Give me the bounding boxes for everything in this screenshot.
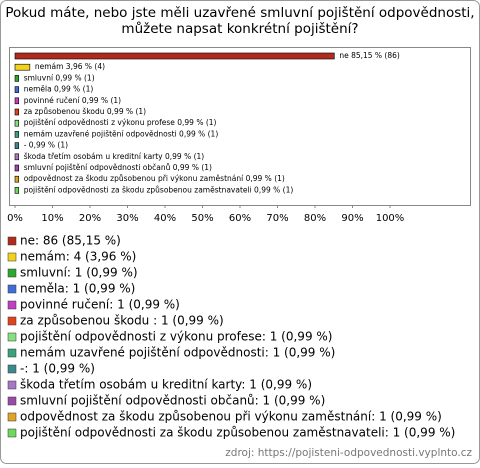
legend-label: za způsobenou škodu : 1 (0,99 %) <box>20 314 224 328</box>
x-tick-label: 30% <box>116 213 138 224</box>
x-tick-label: 60% <box>229 213 251 224</box>
bar-label: ne 85,15 % (86) <box>339 51 400 60</box>
legend-label: -: 1 (0,99 %) <box>20 362 95 376</box>
legend-swatch <box>7 396 17 406</box>
x-tick-label: 100% <box>376 213 405 224</box>
bar <box>14 97 20 105</box>
x-tick-label: 70% <box>266 213 288 224</box>
legend-label: nemám uzavřené pojištění odpovědnosti: 1… <box>20 346 335 360</box>
legend-swatch <box>7 380 17 390</box>
bar <box>14 187 20 194</box>
legend-label: ne: 86 (85,15 %) <box>20 234 121 248</box>
x-tick-label: 10% <box>41 213 63 224</box>
bar-label: nemám 3,96 % (4) <box>35 62 105 71</box>
bar <box>14 119 20 127</box>
bar-label: neměla 0,99 % (1) <box>24 85 94 94</box>
legend-swatch <box>7 348 17 358</box>
bar-label: za způsobenou škodu 0,99 % (1) <box>24 107 146 116</box>
legend-label: povinné ručení: 1 (0,99 %) <box>20 298 180 312</box>
bar <box>14 63 31 71</box>
bar <box>14 75 20 82</box>
legend-swatch <box>7 428 17 438</box>
bar-label: odpovědnost za škodu způsobenou při výko… <box>24 174 285 183</box>
x-tick-label: 90% <box>341 213 363 224</box>
bar <box>14 175 20 183</box>
bar <box>14 131 20 138</box>
bar <box>14 108 20 116</box>
bar-label: škoda třetím osobám u kreditní karty 0,9… <box>24 152 205 161</box>
legend-swatch <box>7 252 17 262</box>
bar <box>14 52 335 60</box>
legend-label: pojištění odpovědnosti z výkonu profese:… <box>20 330 332 344</box>
legend-swatch <box>7 284 17 294</box>
bar-label: smluvní pojištění odpovědnosti občanů 0,… <box>24 163 212 172</box>
legend-swatch <box>7 316 17 326</box>
bar-label: - 0,99 % (1) <box>24 141 68 150</box>
legend-swatch <box>7 268 17 278</box>
bar <box>14 164 20 172</box>
bar-label: pojištění odpovědnosti za škodu způsoben… <box>24 185 294 194</box>
chart-title: Pokud máte, nebo jste měli uzavřené smlu… <box>5 5 474 21</box>
plot-area <box>9 47 471 206</box>
x-tick-label: 20% <box>79 213 101 224</box>
legend-label: nemám: 4 (3,96 %) <box>20 250 136 264</box>
bar-label: nemám uzavřené pojištění odpovědnosti 0,… <box>24 129 219 138</box>
x-tick-label: 50% <box>191 213 213 224</box>
bar-label: povinné ručení 0,99 % (1) <box>24 96 121 105</box>
source: zdroj: https://pojisteni-odpovednosti.vy… <box>225 447 472 459</box>
legend-swatch <box>7 332 17 342</box>
bar <box>14 153 20 161</box>
legend-label: smluvní: 1 (0,99 %) <box>20 266 138 280</box>
bar <box>14 86 20 93</box>
legend-swatch <box>7 300 17 310</box>
bar-label: pojištění odpovědnosti z výkonu profese … <box>24 118 217 127</box>
legend-swatch <box>7 236 17 246</box>
legend-label: pojištění odpovědnosti za škodu způsoben… <box>20 426 455 440</box>
bar-label: smluvní 0,99 % (1) <box>24 73 95 82</box>
bar <box>14 142 20 149</box>
legend-label: odpovědnost za škodu způsobenou při výko… <box>20 410 442 424</box>
legend-label: škoda třetím osobám u kreditní karty: 1 … <box>20 378 312 392</box>
x-tick-label: 0% <box>7 213 23 224</box>
legend-label: neměla: 1 (0,99 %) <box>20 282 135 296</box>
x-tick-label: 80% <box>304 213 326 224</box>
x-tick-label: 40% <box>154 213 176 224</box>
legend-swatch <box>7 412 17 422</box>
chart-title: můžete napsat konkrétní pojištění? <box>121 21 358 37</box>
legend-swatch <box>7 364 17 374</box>
legend-label: smluvní pojištění odpovědnosti občanů: 1… <box>20 394 325 408</box>
